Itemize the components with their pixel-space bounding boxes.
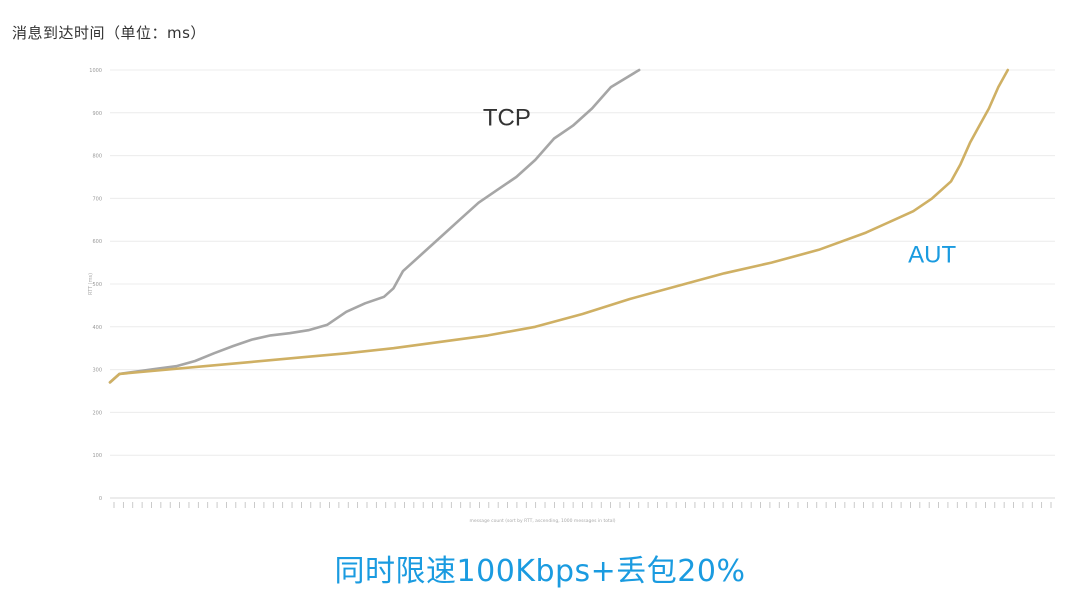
y-tick-label: 500 [92,282,102,288]
annotation-aut: AUT [908,242,956,269]
page-title: 消息到达时间（单位：ms） [12,24,206,42]
series-line-aut [108,68,1010,384]
y-tick-label: 900 [92,111,102,117]
y-tick-label: 700 [92,196,102,202]
annotation-tcp: TCP [483,105,531,132]
y-tick-label: 800 [92,154,102,160]
y-tick-label: 200 [92,410,102,416]
y-tick-label: 100 [92,453,102,459]
chart-caption: 同时限速100Kbps+丢包20% [334,554,746,589]
y-tick-label: 1000 [89,68,102,74]
y-tick-label: 0 [99,496,102,502]
y-tick-label: 300 [92,368,102,374]
y-tick-label: 600 [92,239,102,245]
x-axis-label: message count (sort by RTT, ascending, 1… [469,518,615,524]
y-axis-label: RTT (ms) [88,273,94,295]
y-tick-label: 400 [92,325,102,331]
series-line-tcp [108,68,641,384]
